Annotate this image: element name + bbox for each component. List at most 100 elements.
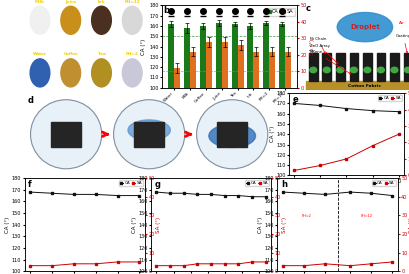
Circle shape [91, 59, 111, 87]
CA [195, 193, 200, 196]
Circle shape [336, 67, 343, 73]
Text: Droplet: Droplet [349, 24, 379, 30]
CA [322, 193, 327, 196]
CA [368, 192, 373, 195]
Line: SA: SA [155, 261, 267, 267]
Bar [205, 42, 211, 88]
Y-axis label: CA (°): CA (°) [258, 216, 263, 233]
Text: PH=2: PH=2 [126, 52, 138, 56]
CA [369, 109, 374, 112]
CA [167, 192, 172, 195]
SA [222, 262, 227, 266]
SA [167, 264, 172, 267]
SA [71, 262, 76, 266]
SA [236, 262, 240, 266]
Text: Water: Water [33, 52, 47, 56]
Bar [221, 42, 227, 88]
Y-axis label: SA (°): SA (°) [155, 217, 161, 233]
Text: f: f [28, 180, 32, 189]
Circle shape [30, 6, 50, 34]
SA [368, 262, 373, 266]
Circle shape [30, 59, 50, 87]
CA [49, 192, 54, 195]
Circle shape [350, 67, 356, 73]
Circle shape [309, 67, 316, 73]
Text: Juice: Juice [65, 0, 76, 4]
CA [71, 193, 76, 196]
Circle shape [91, 6, 111, 34]
Text: MXene: MXene [309, 50, 350, 74]
Circle shape [61, 6, 80, 34]
Text: h: h [280, 180, 286, 189]
SA [27, 264, 32, 267]
Bar [215, 23, 221, 190]
SA [395, 133, 400, 136]
Line: CA: CA [155, 191, 267, 198]
Bar [51, 122, 81, 147]
Line: SA: SA [281, 261, 393, 267]
Bar [189, 52, 196, 88]
Circle shape [363, 67, 370, 73]
SA [208, 262, 213, 266]
CA [93, 193, 98, 196]
SA [322, 262, 327, 266]
Bar [389, 53, 398, 81]
Y-axis label: CA (°): CA (°) [131, 216, 137, 233]
Bar [284, 52, 290, 88]
CA [317, 104, 322, 107]
CA [208, 193, 213, 196]
Circle shape [30, 100, 101, 169]
Bar [184, 28, 189, 190]
Line: CA: CA [292, 102, 399, 113]
SA [343, 157, 348, 161]
CA [181, 192, 186, 195]
Text: Air: Air [398, 21, 404, 25]
Text: Milk: Milk [35, 0, 45, 4]
Y-axis label: SA (°): SA (°) [408, 217, 409, 233]
Text: Ni Chain: Ni Chain [309, 37, 325, 53]
Bar [174, 68, 180, 88]
Line: SA: SA [292, 133, 399, 172]
Y-axis label: SA (°): SA (°) [282, 217, 287, 233]
CA [291, 102, 296, 105]
Bar [376, 53, 384, 81]
SA [49, 264, 54, 267]
Y-axis label: CA (°): CA (°) [269, 126, 274, 142]
CA [280, 190, 285, 194]
Legend: CA, SA: CA, SA [377, 95, 401, 101]
Bar [199, 26, 205, 190]
Text: Cotton Fabric: Cotton Fabric [348, 84, 380, 88]
SA [301, 264, 306, 267]
Text: a: a [27, 4, 33, 13]
SA [195, 262, 200, 266]
CA [137, 194, 142, 197]
CA [154, 190, 159, 194]
CA [301, 192, 306, 195]
Line: CA: CA [29, 191, 140, 197]
Ellipse shape [128, 120, 170, 140]
Circle shape [113, 100, 184, 169]
SA [137, 260, 142, 264]
SA [291, 169, 296, 172]
SA [154, 264, 159, 267]
Circle shape [390, 67, 397, 73]
Line: SA: SA [29, 261, 140, 267]
Circle shape [404, 67, 409, 73]
Bar [247, 26, 253, 190]
Text: Tea: Tea [97, 52, 105, 56]
CA [236, 194, 240, 197]
Text: Coffee: Coffee [63, 52, 78, 56]
Bar [269, 52, 274, 88]
Text: PH=12: PH=12 [124, 0, 140, 4]
SA [115, 260, 120, 264]
Circle shape [122, 59, 142, 87]
Bar [403, 53, 409, 81]
Text: c: c [305, 4, 310, 13]
SA [317, 164, 322, 167]
SA [389, 260, 394, 264]
CA [249, 195, 254, 198]
Bar [231, 24, 237, 190]
Bar [134, 122, 164, 147]
SA [249, 260, 254, 264]
Ellipse shape [336, 13, 392, 42]
